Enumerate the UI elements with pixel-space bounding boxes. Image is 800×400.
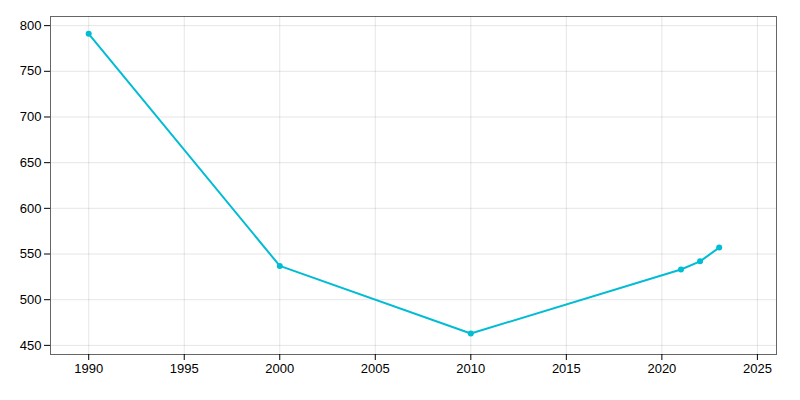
- svg-text:800: 800: [20, 18, 42, 33]
- svg-text:550: 550: [20, 246, 42, 261]
- svg-text:650: 650: [20, 155, 42, 170]
- svg-text:1990: 1990: [74, 361, 103, 376]
- svg-text:2020: 2020: [647, 361, 676, 376]
- svg-text:500: 500: [20, 292, 42, 307]
- svg-text:2005: 2005: [361, 361, 390, 376]
- svg-text:1995: 1995: [170, 361, 199, 376]
- svg-text:700: 700: [20, 109, 42, 124]
- svg-text:2025: 2025: [743, 361, 772, 376]
- svg-text:750: 750: [20, 63, 42, 78]
- svg-text:2015: 2015: [552, 361, 581, 376]
- svg-text:2010: 2010: [456, 361, 485, 376]
- svg-text:2000: 2000: [265, 361, 294, 376]
- svg-text:600: 600: [20, 200, 42, 215]
- svg-text:450: 450: [20, 338, 42, 353]
